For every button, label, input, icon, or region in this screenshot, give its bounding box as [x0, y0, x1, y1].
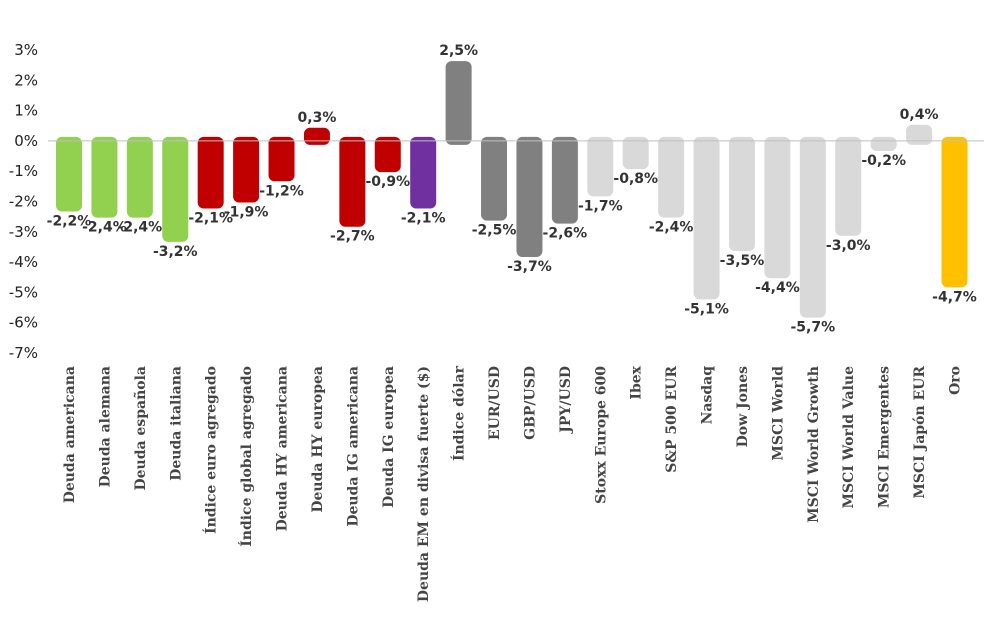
y-tick-label: -1%	[9, 162, 38, 180]
x-tick-label: Deuda EM en divisa fuerte ($)	[416, 366, 432, 602]
bar-msci-emergentes	[870, 136, 897, 151]
data-label: -5,7%	[790, 320, 835, 336]
x-tick-label: Dow Jones	[735, 366, 751, 447]
data-label: -3,7%	[507, 259, 552, 275]
y-tick-label: -2%	[9, 193, 38, 211]
data-label: 2,5%	[439, 43, 478, 59]
x-tick-label: Stoxx Europe 600	[593, 366, 609, 504]
x-tick-label: MSCI Emergentes	[877, 366, 893, 508]
data-label: -1,7%	[578, 198, 623, 214]
bar-nasdaq	[693, 136, 720, 300]
data-label: 0,3%	[298, 110, 337, 126]
x-tick-label: Índice dólar	[450, 365, 468, 461]
bar-eur-usd	[481, 136, 508, 221]
bar-deuda-espanola	[126, 136, 153, 218]
data-label: -2,1%	[188, 211, 233, 227]
data-label: -2,2%	[47, 214, 92, 230]
bar-deuda-americana	[56, 136, 82, 212]
y-tick-label: -4%	[9, 253, 38, 271]
x-tick-label: Deuda IG europea	[381, 366, 397, 508]
y-tick-label: 1%	[14, 102, 38, 120]
data-label: -4,4%	[755, 280, 800, 296]
data-label: -3,2%	[153, 244, 198, 260]
x-tick-label: Deuda italiana	[168, 366, 184, 481]
x-tick-label: Deuda americana	[62, 366, 78, 503]
data-label: -2,4%	[118, 220, 163, 236]
x-tick-label: MSCI World Growth	[806, 366, 822, 523]
data-label: -0,2%	[861, 153, 906, 169]
data-label: -0,8%	[613, 171, 658, 187]
x-tick-label: JPY/USD	[558, 366, 574, 435]
bar-gbp-usd	[516, 136, 543, 258]
bar-deuda-italiana	[162, 136, 189, 242]
x-tick-label: Deuda IG americana	[345, 366, 361, 527]
data-label: -2,6%	[543, 226, 588, 242]
data-label: -4,7%	[932, 289, 977, 305]
bar-indice-dolar	[445, 61, 472, 145]
y-tick-label: -7%	[9, 344, 38, 362]
bar-ibex	[622, 136, 649, 170]
x-tick-label: Nasdaq	[700, 366, 716, 425]
x-tick-label: Deuda HY americana	[275, 366, 291, 531]
bar-deuda-ig-americana	[339, 136, 366, 227]
x-tick-label: S&P 500 EUR	[664, 366, 680, 473]
x-tick-label: Ibex	[629, 365, 645, 399]
y-tick-label: 0%	[14, 132, 38, 150]
x-tick-label: MSCI Japón EUR	[912, 366, 928, 499]
x-tick-label: Deuda alemana	[97, 366, 113, 487]
data-label: -2,4%	[649, 220, 694, 236]
data-label: -3,0%	[826, 238, 871, 254]
bar-deuda-em-en-divisa-fuerte	[410, 136, 437, 209]
bar-stoxx-europe-600	[587, 136, 614, 197]
data-label: -2,7%	[330, 229, 375, 245]
bar-deuda-hy-americana	[268, 136, 295, 182]
y-tick-label: -3%	[9, 223, 38, 241]
data-label: -2,4%	[82, 220, 127, 236]
bar-indice-global-agregado	[233, 136, 260, 203]
y-tick-label: 2%	[14, 71, 38, 89]
data-labels: -2,2%-2,4%-2,4%-3,2%-2,1%-1,9%-1,2%0,3%-…	[47, 43, 977, 335]
bar-oro	[941, 136, 968, 288]
bar-msci-japon-eur	[906, 124, 933, 145]
data-label: -3,5%	[720, 253, 765, 269]
x-axis-labels: Deuda americana Deuda alemana Deuda españo…	[62, 365, 964, 602]
data-label: -1,9%	[224, 204, 269, 220]
x-tick-label: Oro	[948, 366, 964, 395]
data-label: -5,1%	[684, 301, 729, 317]
x-tick-label: MSCI World Value	[841, 366, 857, 509]
x-tick-label: Deuda HY europea	[310, 366, 326, 513]
bar-msci-world	[764, 136, 791, 279]
bar-jpy-usd	[551, 136, 578, 224]
y-tick-label: -5%	[9, 283, 38, 301]
x-tick-label: Deuda española	[132, 366, 149, 491]
bar-deuda-ig-europea	[374, 136, 401, 173]
bar-msci-world-value	[835, 136, 862, 236]
x-tick-label: MSCI World	[770, 366, 786, 461]
data-label: -2,5%	[472, 223, 517, 239]
x-tick-label: Índice global agregado	[237, 366, 255, 547]
bar-s-p-500-eur	[658, 136, 685, 218]
bar-indice-euro-agregado	[197, 136, 224, 209]
x-tick-label: GBP/USD	[522, 366, 538, 440]
data-label: -0,9%	[365, 174, 410, 190]
data-label: -1,2%	[259, 183, 304, 199]
bar-deuda-alemana	[91, 136, 118, 218]
y-tick-label: 3%	[14, 41, 38, 59]
bars	[56, 61, 968, 318]
y-tick-label: -6%	[9, 314, 38, 332]
data-label: -2,1%	[401, 211, 446, 227]
bar-dow-jones	[728, 136, 755, 251]
x-tick-label: EUR/USD	[487, 366, 503, 440]
data-label: 0,4%	[900, 107, 939, 123]
y-axis: 3% 2% 1% 0% -1% -2% -3% -4% -5% -6% -7%	[9, 41, 38, 362]
bar-deuda-hy-europea	[303, 127, 330, 145]
bar-msci-world-growth	[799, 136, 826, 318]
x-tick-label: Índice euro agregado	[202, 366, 220, 534]
